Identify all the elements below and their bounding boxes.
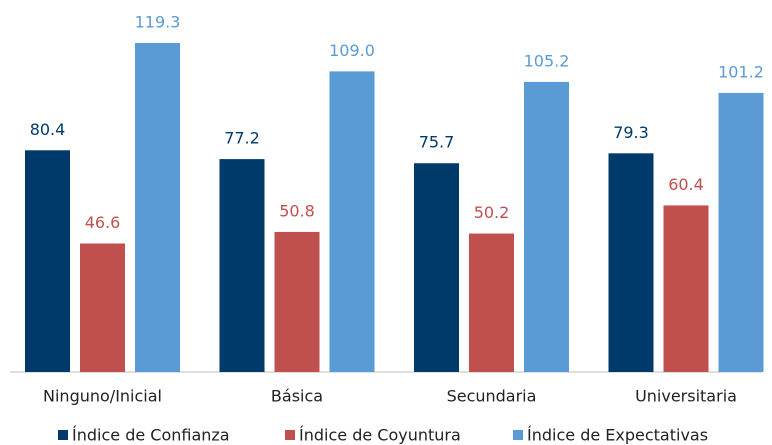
legend-swatch xyxy=(58,430,68,440)
x-tick-label: Ninguno/Inicial xyxy=(43,387,162,406)
bar xyxy=(274,231,320,372)
bar xyxy=(663,205,709,372)
bar xyxy=(25,150,70,372)
data-label: 46.6 xyxy=(85,213,121,232)
data-label: 101.2 xyxy=(718,62,764,81)
legend-label: Índice de Expectativas xyxy=(527,426,708,445)
x-tick-label: Secundaria xyxy=(447,387,537,406)
bar xyxy=(80,243,125,372)
bar xyxy=(414,163,459,372)
legend-label: Índice de Coyuntura xyxy=(299,426,461,445)
bar xyxy=(718,92,764,372)
legend-label: Índice de Confianza xyxy=(72,426,230,445)
x-tick-label: Básica xyxy=(271,387,323,406)
data-label: 109.0 xyxy=(329,41,375,60)
x-tick-label: Universitaria xyxy=(635,387,737,406)
data-label: 50.8 xyxy=(279,201,315,220)
data-label: 50.2 xyxy=(474,203,510,222)
bar xyxy=(135,43,180,372)
data-label: 105.2 xyxy=(524,51,570,70)
bar xyxy=(524,81,569,372)
bar xyxy=(219,159,265,372)
legend-swatch xyxy=(513,430,523,440)
bar xyxy=(329,71,375,373)
bar xyxy=(469,233,514,372)
data-label: 60.4 xyxy=(668,175,704,194)
legend-swatch xyxy=(285,430,295,440)
data-label: 119.3 xyxy=(135,13,181,32)
data-label: 75.7 xyxy=(419,133,455,152)
data-label: 79.3 xyxy=(613,123,649,142)
bar xyxy=(608,153,654,372)
data-label: 77.2 xyxy=(224,129,260,148)
data-label: 80.4 xyxy=(30,120,66,139)
